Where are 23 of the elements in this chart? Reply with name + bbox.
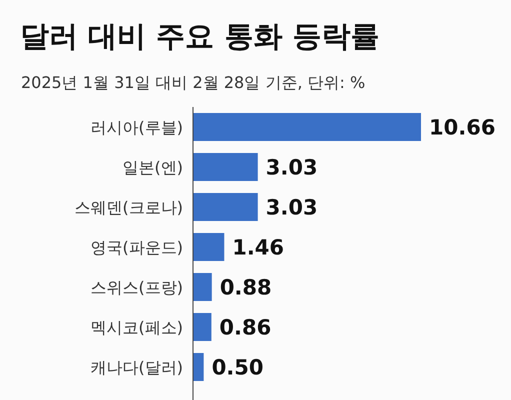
y-tick-label: 멕시코(페소) bbox=[90, 318, 183, 337]
y-tick-label: 일본(엔) bbox=[122, 158, 183, 177]
y-tick-label: 캐나다(달러) bbox=[90, 358, 183, 377]
data-label: 0.88 bbox=[220, 276, 272, 300]
bar bbox=[193, 153, 258, 181]
data-label: 0.50 bbox=[212, 356, 264, 380]
y-tick-label: 스웨덴(크로나) bbox=[74, 198, 183, 217]
chart-title: 달러 대비 주요 통화 등락률 bbox=[20, 19, 380, 53]
bar bbox=[193, 193, 258, 221]
bar bbox=[193, 113, 421, 141]
data-label: 3.03 bbox=[266, 196, 318, 220]
data-label: 0.86 bbox=[219, 316, 272, 340]
y-tick-label: 러시아(루블) bbox=[90, 118, 183, 137]
data-label: 1.46 bbox=[232, 236, 284, 260]
bar bbox=[193, 273, 212, 301]
y-tick-label: 영국(파운드) bbox=[90, 238, 183, 257]
y-tick-label: 스위스(프랑) bbox=[90, 278, 183, 297]
data-label: 3.03 bbox=[266, 156, 318, 180]
bar bbox=[193, 353, 204, 381]
data-label: 10.66 bbox=[429, 116, 496, 140]
bar bbox=[193, 313, 212, 341]
bar bbox=[193, 233, 224, 261]
chart-subtitle: 2025년 1월 31일 대비 2월 28일 기준, 단위: % bbox=[21, 73, 366, 92]
